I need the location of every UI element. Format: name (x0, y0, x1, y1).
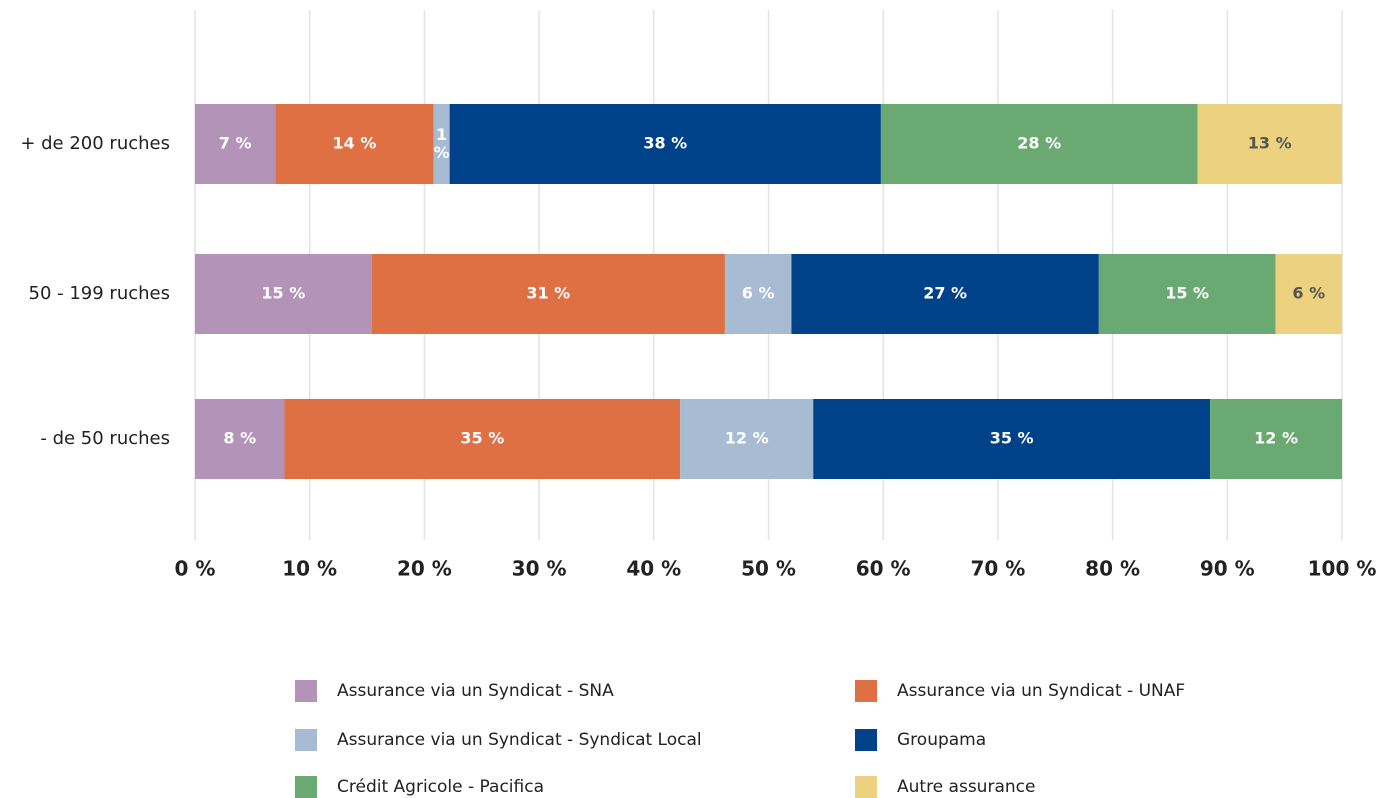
bar-segment (880, 104, 1198, 184)
legend-swatch (295, 776, 317, 798)
bar-segment (791, 254, 1099, 334)
bar-segment (1275, 254, 1342, 334)
x-tick-label: 0 % (175, 557, 216, 581)
bar-segment (680, 399, 814, 479)
x-tick-label: 50 % (741, 557, 796, 581)
bar-segment (724, 254, 792, 334)
x-tick-label: 90 % (1200, 557, 1255, 581)
bar-segment (1197, 104, 1342, 184)
legend-label: Crédit Agricole - Pacifica (337, 777, 544, 797)
bar-segment (813, 399, 1211, 479)
x-tick-label: 100 % (1308, 557, 1377, 581)
data-label: 7 % (219, 134, 252, 153)
data-label: 31 % (526, 284, 570, 303)
data-label: 12 % (725, 429, 769, 448)
legend-swatch (855, 729, 877, 751)
legend-swatch (855, 776, 877, 798)
x-tick-label: 60 % (856, 557, 911, 581)
bar-segment (449, 104, 881, 184)
y-tick-label: + de 200 ruches (20, 133, 170, 154)
data-label: 14 % (332, 134, 376, 153)
bar-segment (1210, 399, 1342, 479)
data-label: 35 % (460, 429, 504, 448)
data-label: 8 % (223, 429, 256, 448)
legend-label: Assurance via un Syndicat - Syndicat Loc… (337, 730, 702, 750)
x-tick-label: 70 % (970, 557, 1025, 581)
bar-segment (195, 254, 372, 334)
bar-segment (195, 399, 285, 479)
data-label: 35 % (990, 429, 1034, 448)
bar-segment (284, 399, 681, 479)
legend-swatch (295, 729, 317, 751)
data-label: 12 % (1254, 429, 1298, 448)
bar-segment (371, 254, 725, 334)
y-tick-label: 50 - 199 ruches (29, 283, 171, 304)
legend-label: Assurance via un Syndicat - SNA (337, 681, 614, 701)
x-tick-label: 10 % (282, 557, 337, 581)
legend-label: Assurance via un Syndicat - UNAF (897, 681, 1185, 701)
legend-label: Groupama (897, 730, 986, 750)
data-label: 27 % (923, 284, 967, 303)
legend-label: Autre assurance (897, 777, 1035, 797)
data-label: 6 % (742, 284, 775, 303)
x-tick-label: 30 % (512, 557, 567, 581)
legend-swatch (295, 680, 317, 702)
data-label: 6 % (1292, 284, 1325, 303)
bar-segment (1098, 254, 1276, 334)
y-tick-label: - de 50 ruches (40, 428, 170, 449)
bar-segment (433, 104, 450, 184)
data-label: 13 % (1248, 134, 1292, 153)
data-label: 38 % (643, 134, 687, 153)
legend-swatch (855, 680, 877, 702)
bar-segment (195, 104, 276, 184)
data-label: 28 % (1017, 134, 1061, 153)
data-label: 15 % (261, 284, 305, 303)
x-tick-label: 20 % (397, 557, 452, 581)
x-tick-label: 80 % (1085, 557, 1140, 581)
bar-segment (275, 104, 434, 184)
data-label: 1% (434, 125, 450, 162)
x-tick-label: 40 % (626, 557, 681, 581)
data-label: 15 % (1165, 284, 1209, 303)
